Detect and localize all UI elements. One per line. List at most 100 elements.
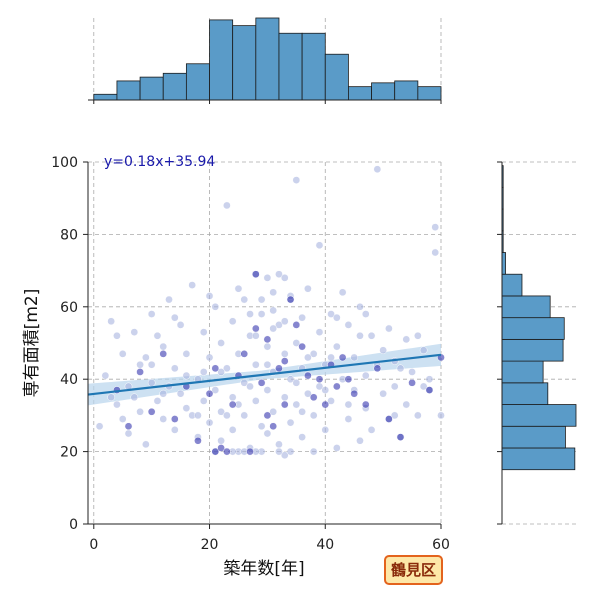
scatter-point <box>344 400 353 409</box>
scatter-point <box>286 447 295 456</box>
scatter-point <box>414 411 422 420</box>
scatter-point <box>124 429 133 438</box>
scatter-point <box>298 433 306 441</box>
scatter-point <box>211 302 220 311</box>
scatter-point <box>228 426 237 434</box>
scatter-point <box>147 378 156 387</box>
right-histogram <box>497 161 577 525</box>
scatter-point-dense <box>269 422 278 431</box>
scatter-point <box>321 386 330 394</box>
top-hist-bar <box>417 86 442 101</box>
scatter-point-dense <box>385 415 393 423</box>
scatter-point <box>147 360 156 369</box>
scatter-point-dense <box>292 321 301 329</box>
scatter-point <box>136 407 144 416</box>
scatter-point <box>361 310 370 318</box>
scatter-point <box>344 415 353 423</box>
x-tick-label: 40 <box>316 537 334 553</box>
scatter-point <box>356 331 364 340</box>
scatter-point <box>275 447 283 456</box>
scatter-point-dense <box>280 400 289 409</box>
scatter-point <box>419 346 428 355</box>
top-hist-bar <box>93 93 118 101</box>
y-tick-label: 0 <box>69 517 78 533</box>
scatter-point <box>251 360 260 369</box>
scatter-point-dense <box>425 386 434 394</box>
scatter-point-dense <box>211 364 220 373</box>
scatter-point <box>142 353 150 362</box>
scatter-point <box>269 407 278 416</box>
top-hist-bar <box>232 25 257 101</box>
scatter-point-dense <box>246 447 254 456</box>
scatter-point <box>113 400 121 409</box>
scatter-point-dense <box>408 378 416 387</box>
scatter-point <box>309 350 318 358</box>
scatter-point-dense <box>280 357 289 365</box>
scatter-point <box>269 324 278 333</box>
scatter-point <box>240 295 249 304</box>
scatter-point <box>350 353 359 362</box>
scatter-point <box>142 440 150 449</box>
scatter-point <box>373 165 382 174</box>
scatter-point <box>332 313 341 322</box>
scatter-point-dense <box>124 422 133 431</box>
top-hist-bar <box>139 76 164 101</box>
regression-equation: y=0.18x+35.94 <box>104 154 215 170</box>
scatter-point <box>419 382 428 391</box>
scatter-point <box>309 411 318 420</box>
scatter-point <box>263 386 272 394</box>
scatter-point <box>217 339 225 347</box>
y-axis-label: 専有面積[m2] <box>22 289 42 398</box>
scatter-point <box>217 407 225 416</box>
scatter-point <box>327 397 335 405</box>
scatter-point <box>136 360 144 369</box>
y-tick-label: 40 <box>60 372 78 388</box>
scatter-point <box>199 328 208 336</box>
regression-line-path <box>87 353 442 396</box>
scatter-point <box>402 400 411 409</box>
scatter-point <box>176 321 185 329</box>
scatter-point <box>147 310 156 318</box>
scatter-point <box>367 426 376 434</box>
scatter-point <box>130 328 139 336</box>
scatter-point <box>315 328 324 336</box>
scatter-point <box>396 364 405 373</box>
scatter-point-dense <box>344 375 353 384</box>
scatter-point-dense <box>396 433 405 441</box>
top-hist-bar <box>162 72 187 101</box>
scatter-point <box>205 292 214 300</box>
scatter-point <box>217 368 225 376</box>
scatter-point <box>280 451 289 460</box>
scatter-point <box>286 375 295 384</box>
scatter-point <box>113 331 121 340</box>
scatter-point <box>159 415 168 423</box>
scatter-point <box>199 368 208 376</box>
scatter-point-dense <box>321 400 330 409</box>
scatter-point <box>263 342 272 351</box>
scatter-point-dense <box>338 353 347 362</box>
right-hist-bar <box>501 295 551 319</box>
top-hist-bar <box>394 80 419 101</box>
right-hist-bar <box>501 338 564 362</box>
scatter-point <box>425 375 434 384</box>
top-histogram <box>88 17 442 104</box>
scatter-point <box>205 418 214 427</box>
scatter-point <box>246 382 254 391</box>
scatter-point <box>280 273 289 282</box>
scatter-point <box>280 350 289 358</box>
right-hist-bar <box>501 252 506 275</box>
scatter-point-dense <box>205 389 214 398</box>
scatter-point <box>153 397 162 405</box>
scatter-point <box>379 346 387 355</box>
scatter-point <box>356 436 364 445</box>
scatter-point <box>332 444 341 452</box>
x-tick-label: 20 <box>201 537 219 553</box>
scatter-point <box>107 393 115 402</box>
scatter-point <box>269 306 278 315</box>
scatter-point <box>199 397 208 405</box>
top-hist-bar <box>324 53 349 101</box>
scatter-point <box>332 342 341 351</box>
scatter-point <box>292 176 301 184</box>
x-tick-label: 0 <box>89 537 98 553</box>
